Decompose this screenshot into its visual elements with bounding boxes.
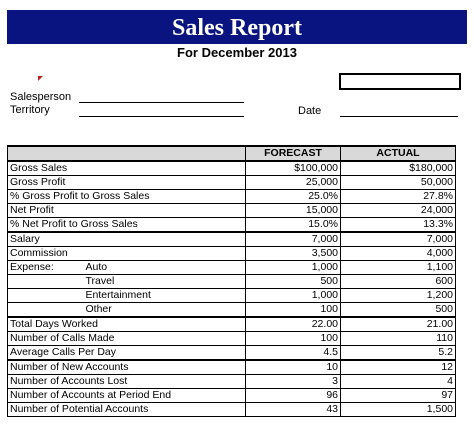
actual-cell: 500 — [340, 302, 456, 318]
row: Total Days Worked 22.00 21.00 — [7, 316, 456, 332]
actual-cell: 4,000 — [340, 246, 456, 261]
row-label: Expense: — [7, 260, 78, 275]
forecast-cell: 500 — [245, 274, 341, 289]
actual-cell: 24,000 — [340, 203, 456, 218]
row-label: Number of Calls Made — [7, 331, 246, 346]
salesperson-line — [79, 102, 244, 103]
actual-cell: 50,000 — [340, 175, 456, 190]
actual-cell: 97 — [340, 388, 456, 403]
subtitle: For December 2013 — [177, 45, 297, 60]
forecast-cell: 15,000 — [245, 203, 341, 218]
actual-cell: 1,100 — [340, 260, 456, 275]
row: Travel 500 600 — [7, 274, 456, 289]
forecast-cell: 1,000 — [245, 260, 341, 275]
row-label: Gross Profit — [7, 175, 246, 190]
column-header: ACTUAL — [340, 145, 456, 162]
row: Gross Profit 25,000 50,000 — [7, 175, 456, 190]
row-label: Average Calls Per Day — [7, 345, 246, 361]
forecast-cell: 4.5 — [245, 345, 341, 361]
forecast-cell: $100,000 — [245, 160, 341, 176]
header-row: FORECAST ACTUAL — [7, 145, 456, 162]
title: Sales Report — [7, 10, 467, 44]
actual-cell: 600 — [340, 274, 456, 289]
row-sublabel: Entertainment — [77, 288, 246, 303]
actual-cell: 27.8% — [340, 189, 456, 204]
row-label: Gross Sales — [7, 160, 246, 176]
row: Commission 3,500 4,000 — [7, 246, 456, 261]
actual-cell: 4 — [340, 374, 456, 389]
forecast-cell: 96 — [245, 388, 341, 403]
actual-cell: 5.2 — [340, 345, 456, 361]
row: Expense: Auto 1,000 1,100 — [7, 260, 456, 275]
row: Average Calls Per Day 4.5 5.2 — [7, 345, 456, 361]
row-label: Number of New Accounts — [7, 359, 246, 375]
date-label: Date — [298, 105, 322, 117]
forecast-cell: 22.00 — [245, 316, 341, 332]
row-label: Total Days Worked — [7, 316, 246, 332]
row-label — [7, 302, 78, 318]
forecast-cell: 100 — [245, 331, 341, 346]
row: Gross Sales $100,000 $180,000 — [7, 160, 456, 176]
row: Number of Potential Accounts 43 1,500 — [7, 402, 456, 417]
row-label: Net Profit — [7, 203, 246, 218]
row: % Gross Profit to Gross Sales 25.0% 27.8% — [7, 189, 456, 204]
row-label: Commission — [7, 246, 246, 261]
input-box — [339, 73, 461, 90]
row-label — [7, 274, 78, 289]
row-label: Salary — [7, 231, 246, 247]
actual-cell: 1,200 — [340, 288, 456, 303]
row-sublabel: Travel — [77, 274, 246, 289]
row: Entertainment 1,000 1,200 — [7, 288, 456, 303]
row: Number of Calls Made 100 110 — [7, 331, 456, 346]
row-label: % Gross Profit to Gross Sales — [7, 189, 246, 204]
forecast-cell: 25,000 — [245, 175, 341, 190]
actual-cell: 110 — [340, 331, 456, 346]
forecast-cell: 7,000 — [245, 231, 341, 247]
actual-cell: 7,000 — [340, 231, 456, 247]
row: Other 100 500 — [7, 302, 456, 318]
territory-label: Territory — [10, 104, 50, 116]
actual-cell: 12 — [340, 359, 456, 375]
row-sublabel: Other — [77, 302, 246, 318]
forecast-cell: 100 — [245, 302, 341, 318]
actual-cell: 1,500 — [340, 402, 456, 417]
forecast-cell: 25.0% — [245, 189, 341, 204]
forecast-cell: 10 — [245, 359, 341, 375]
territory-line — [79, 116, 244, 117]
row-label: Number of Potential Accounts — [7, 402, 246, 417]
row: Number of Accounts at Period End 96 97 — [7, 388, 456, 403]
row: Number of New Accounts 10 12 — [7, 359, 456, 375]
row: Number of Accounts Lost 3 4 — [7, 374, 456, 389]
row: % Net Profit to Gross Sales 15.0% 13.3% — [7, 217, 456, 233]
actual-cell: 13.3% — [340, 217, 456, 233]
row: Salary 7,000 7,000 — [7, 231, 456, 247]
row-label — [7, 288, 78, 303]
actual-cell: 21.00 — [340, 316, 456, 332]
forecast-cell: 15.0% — [245, 217, 341, 233]
actual-cell: $180,000 — [340, 160, 456, 176]
row: Net Profit 15,000 24,000 — [7, 203, 456, 218]
forecast-cell: 1,000 — [245, 288, 341, 303]
blank-header — [7, 145, 246, 162]
row-sublabel: Auto — [77, 260, 246, 275]
row-label: Number of Accounts Lost — [7, 374, 246, 389]
row-label: % Net Profit to Gross Sales — [7, 217, 246, 233]
forecast-cell: 3 — [245, 374, 341, 389]
date-line — [340, 116, 458, 117]
forecast-cell: 3,500 — [245, 246, 341, 261]
report-table: FORECAST ACTUAL Gross Sales $100,000 $180,0… — [7, 145, 456, 417]
salesperson-label: Salesperson — [10, 91, 72, 103]
row-label: Number of Accounts at Period End — [7, 388, 246, 403]
column-header: FORECAST — [245, 145, 341, 162]
forecast-cell: 43 — [245, 402, 341, 417]
marker — [38, 76, 43, 81]
